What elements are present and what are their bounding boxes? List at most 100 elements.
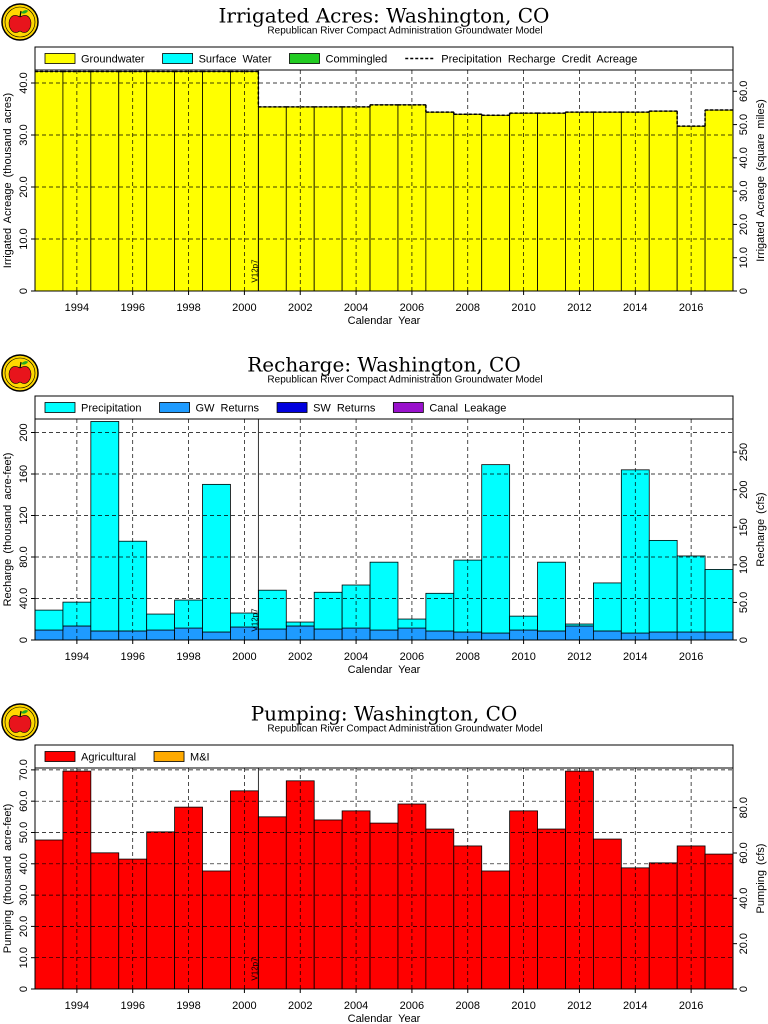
bar	[481, 870, 511, 990]
legend-swatch	[289, 53, 320, 64]
logo	[1, 703, 39, 741]
legend-swatch	[159, 402, 190, 413]
bar	[146, 629, 175, 641]
x-tick-label: 2006	[400, 302, 424, 314]
x-tick-label: 2014	[623, 302, 647, 314]
y2-tick-label: 40.0	[738, 147, 750, 168]
plot-frame	[34, 69, 734, 292]
legend-label: Commingled	[326, 53, 388, 65]
y2-tick-label: 60.0	[738, 842, 750, 863]
x-tick-label: 2002	[288, 302, 312, 314]
plot-frame	[34, 767, 734, 990]
x-tick-label: 2002	[288, 1000, 312, 1012]
annotation-text: V12p7	[250, 957, 259, 981]
x-tick-label: 2016	[679, 302, 703, 314]
x-tick-label: 1994	[65, 651, 89, 663]
legend-swatch	[392, 402, 424, 413]
bar	[565, 111, 594, 292]
y-tick-label: 50.0	[18, 822, 30, 843]
bar	[34, 629, 64, 641]
bar	[146, 71, 175, 292]
bar	[313, 819, 343, 990]
x-tick-label: 2014	[623, 651, 647, 663]
y2-tick-label: 50.0	[738, 592, 750, 613]
x-tick-label: 2014	[623, 1000, 647, 1012]
x-tick-label: 2010	[511, 1000, 535, 1012]
bar	[90, 421, 120, 632]
y2-axis-label: Irrigated Acreage (square miles)	[755, 99, 767, 262]
x-tick-label: 2006	[400, 651, 424, 663]
x-tick-label: 2012	[567, 1000, 591, 1012]
bar	[257, 106, 287, 292]
y2-tick-label: 20.0	[738, 933, 750, 954]
legend-swatch	[153, 751, 185, 762]
logo	[1, 354, 39, 392]
legend-frame	[34, 744, 734, 769]
bar	[620, 111, 650, 292]
y2-tick-label: 30.0	[738, 180, 750, 201]
x-tick-label: 2016	[679, 651, 703, 663]
x-tick-label: 1998	[176, 651, 200, 663]
x-tick-label: 2000	[232, 1000, 256, 1012]
y2-axis-label: Recharge (cfs)	[755, 492, 767, 566]
y-tick-label: 0	[18, 986, 30, 992]
bar	[648, 539, 678, 633]
y-tick-label: 30.0	[18, 884, 30, 905]
chart-subtitle: Republican River Compact Administration …	[267, 26, 542, 37]
y-tick-label: 0	[18, 288, 30, 294]
logo	[1, 3, 39, 41]
legend-label: GW Returns	[196, 402, 260, 414]
plot-frame	[34, 418, 734, 641]
bar	[369, 822, 399, 990]
y-tick-label: 40.0	[18, 72, 30, 93]
y2-tick-label: 0	[738, 637, 750, 643]
y2-tick-label: 0	[738, 986, 750, 992]
bar	[425, 592, 455, 632]
legend-swatch	[44, 751, 76, 762]
bar	[648, 862, 678, 990]
y2-tick-label: 50.0	[738, 114, 750, 135]
y-axis-label: Pumping (thousand acre-feet)	[2, 804, 14, 954]
y-tick-label: 120	[18, 506, 30, 524]
bar	[369, 104, 399, 292]
legend-label: M&I	[190, 751, 210, 763]
y2-tick-label: 80.0	[738, 797, 750, 818]
bar	[593, 582, 622, 632]
x-axis-label: Calendar Year	[348, 315, 421, 327]
x-tick-label: 2004	[344, 651, 368, 663]
x-tick-label: 1998	[176, 302, 200, 314]
bar	[202, 870, 231, 990]
x-tick-label: 2002	[288, 651, 312, 663]
x-axis-label: Calendar Year	[348, 664, 421, 676]
bar	[313, 628, 343, 641]
bar	[537, 112, 566, 292]
bar	[509, 810, 538, 990]
y-tick-label: 40.0	[18, 588, 30, 609]
legend-label: Canal Leakage	[429, 402, 506, 414]
y-tick-label: 40.0	[18, 853, 30, 874]
bar	[90, 852, 120, 990]
x-tick-label: 2010	[511, 651, 535, 663]
bar	[34, 71, 64, 292]
legend-label: SW Returns	[313, 402, 376, 414]
y-tick-label: 60.0	[18, 790, 30, 811]
bar	[202, 631, 231, 641]
bar	[257, 628, 287, 641]
x-tick-label: 2000	[232, 302, 256, 314]
bar	[341, 810, 371, 990]
bar	[425, 828, 455, 990]
bar	[648, 110, 678, 292]
chart-subtitle: Republican River Compact Administration …	[267, 375, 542, 386]
y2-tick-label: 40.0	[738, 888, 750, 909]
x-tick-label: 2008	[456, 1000, 480, 1012]
bar	[704, 631, 734, 641]
bar	[257, 589, 287, 630]
bar	[90, 630, 120, 641]
x-tick-label: 1996	[120, 1000, 144, 1012]
bar	[481, 464, 511, 634]
legend-label: Groundwater	[81, 53, 145, 65]
bar	[620, 867, 650, 990]
legend-swatch	[162, 53, 193, 64]
bar	[202, 71, 231, 292]
